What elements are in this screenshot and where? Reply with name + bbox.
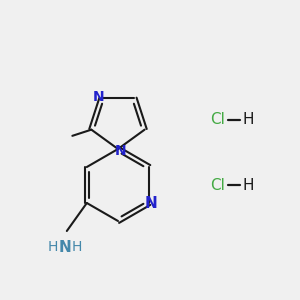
Text: Cl: Cl <box>210 178 225 193</box>
Text: N: N <box>145 196 158 211</box>
Text: H: H <box>243 178 254 193</box>
Text: N: N <box>93 90 104 104</box>
Text: N: N <box>58 239 71 254</box>
Text: H: H <box>72 240 82 254</box>
Text: H: H <box>48 240 58 254</box>
Text: H: H <box>243 112 254 128</box>
Text: N: N <box>115 144 127 158</box>
Text: Cl: Cl <box>210 112 225 128</box>
